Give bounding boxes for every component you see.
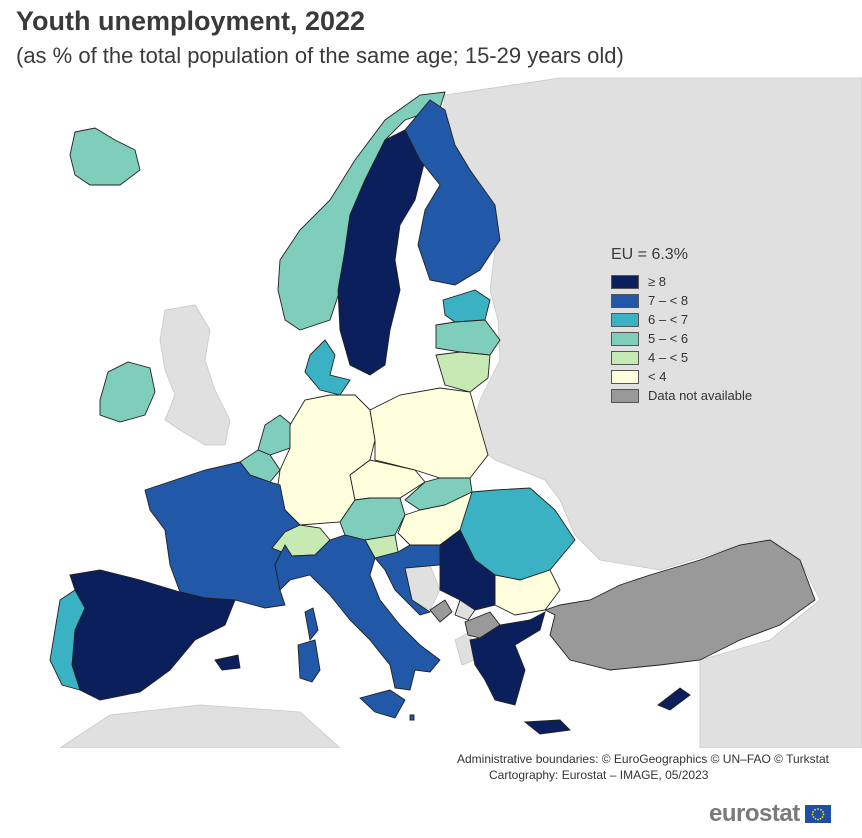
legend-item: Data not available [611,386,752,405]
country-denmark [304,339,351,396]
europe-map [49,77,862,748]
legend-label: ≥ 8 [648,274,666,289]
legend-item: ≥ 8 [611,272,752,291]
map-credits: Administrative boundaries: © EuroGeograp… [457,751,829,783]
legend-swatch [611,312,639,327]
background-land [59,77,862,748]
country-sweden [337,129,426,376]
legend-label: 5 – < 6 [648,331,689,346]
country-croatia [374,544,441,616]
legend-label: < 4 [648,369,667,384]
country-montenegro [429,599,453,623]
map-subtitle: (as % of the total population of the sam… [16,43,624,68]
eastern-land [439,77,862,748]
country-france [144,461,301,609]
country-malta [409,714,415,721]
country-estonia [442,289,491,323]
country-sardinia [297,639,321,683]
legend-swatch [611,274,639,289]
map-title: Youth unemployment, 2022 [16,6,366,36]
legend-label: Data not available [648,388,753,403]
country-latvia [435,319,501,356]
country-iceland [69,127,141,186]
legend-swatch [611,331,639,346]
legend-item: 6 – < 7 [611,310,752,329]
country-balearic [214,654,241,671]
legend-item: 7 – < 8 [611,291,752,310]
country-corsica [304,607,319,642]
legend-swatch [611,388,639,403]
country-italy [274,534,441,691]
country-serbia [439,529,496,611]
legend-swatch [611,369,639,384]
map-legend: EU = 6.3% ≥ 8 7 – < 8 6 – < 7 5 – < 6 4 … [611,246,752,405]
country-ireland [99,361,156,423]
credits-cartography: Cartography: Eurostat – IMAGE, 05/2023 [489,768,709,782]
legend-label: 6 – < 7 [648,312,689,327]
legend-label: 7 – < 8 [648,293,689,308]
eurostat-logo: eurostat [709,800,831,828]
country-sicily [359,689,406,719]
country-poland [369,387,489,479]
legend-swatch [611,350,639,365]
country-kosovo [454,599,476,621]
country-portugal [49,589,86,691]
legend-item: 4 – < 5 [611,348,752,367]
country-crete [523,719,571,735]
legend-item: 5 – < 6 [611,329,752,348]
eu-flag-icon [804,805,831,823]
country-finland [404,99,501,286]
logo-text: eurostat [709,800,800,827]
legend-item: < 4 [611,367,752,386]
country-greece [469,611,546,706]
legend-title: EU = 6.3% [611,246,688,263]
north-africa [59,704,341,748]
country-bulgaria [494,569,561,616]
country-cyprus [657,687,691,711]
credits-boundaries: Administrative boundaries: © EuroGeograp… [457,752,830,766]
united-kingdom [159,304,231,446]
country-netherlands [257,414,293,456]
country-turkey [543,539,816,671]
legend-label: 4 – < 5 [648,350,689,365]
legend-swatch [611,293,639,308]
country-lithuania [435,351,491,393]
